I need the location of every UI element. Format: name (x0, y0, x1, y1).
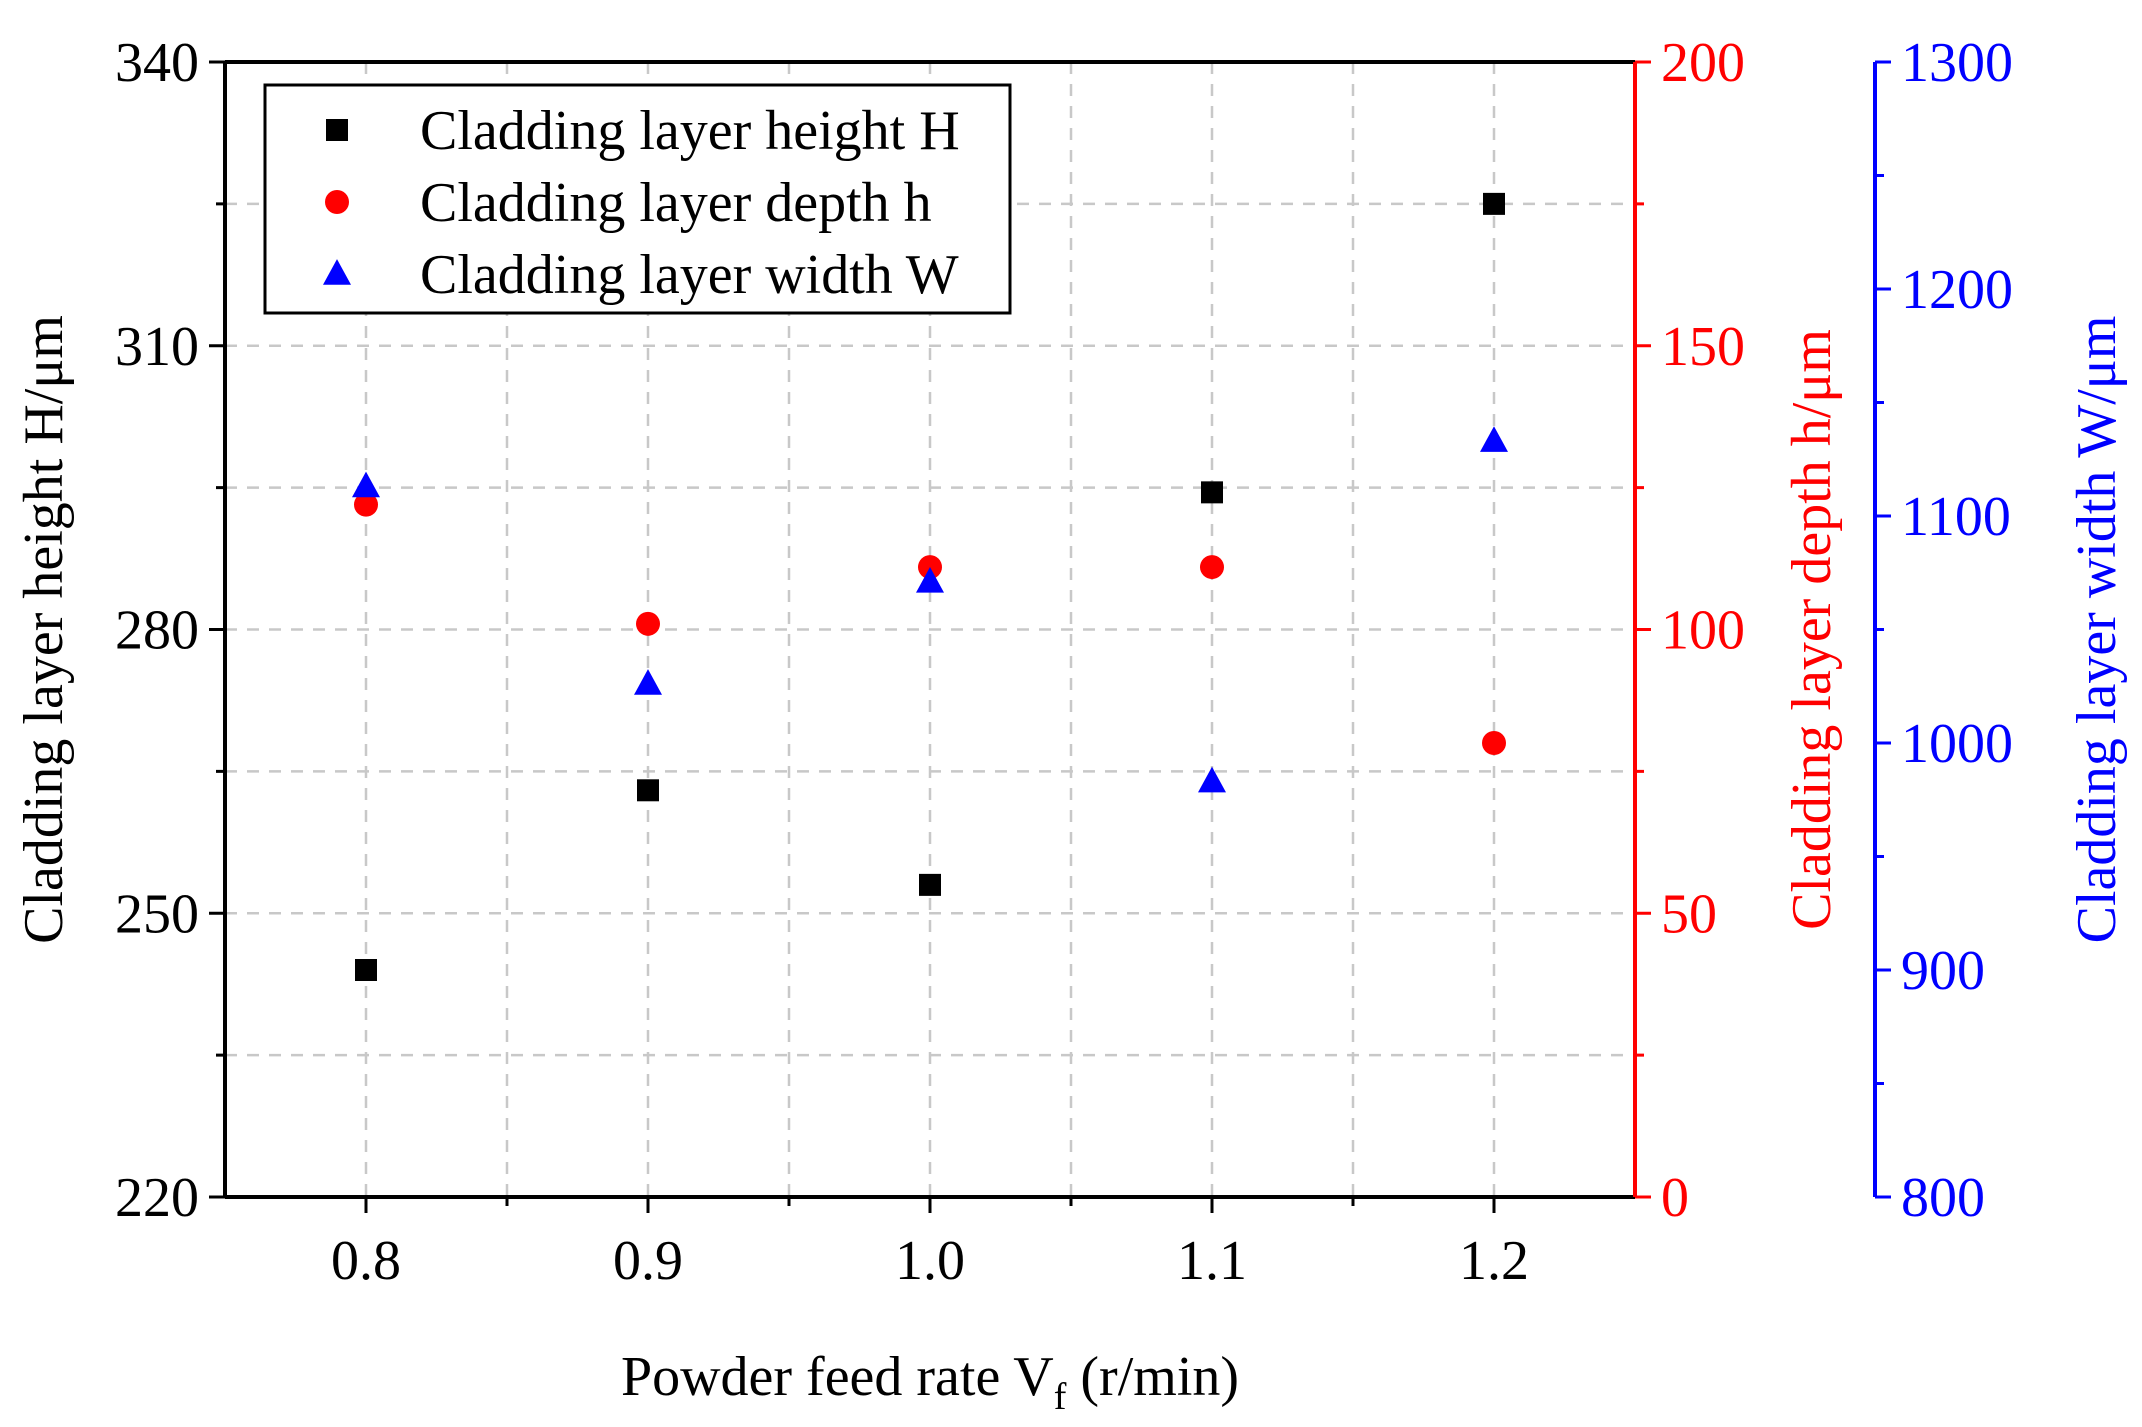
left-tick-label: 220 (115, 1167, 199, 1229)
data-point-triangle (352, 471, 380, 498)
data-point-triangle (916, 566, 944, 593)
right1-tick-label: 0 (1661, 1167, 1689, 1229)
data-point-square (919, 873, 941, 896)
left-tick-label: 280 (115, 600, 199, 662)
x-axis-label-subscript: f (1054, 1376, 1067, 1418)
legend-marker-square (326, 119, 348, 141)
left-tick-label: 340 (115, 32, 199, 94)
legend-marker-triangle (323, 259, 351, 285)
right2-tick-label: 1000 (1901, 713, 2013, 775)
legend: Cladding layer height H Cladding layer de… (263, 83, 1012, 315)
data-point-circle (354, 492, 378, 517)
right1-tick-label: 100 (1661, 600, 1745, 662)
x-axis-label: Powder feed rate Vf (r/min) (621, 1346, 1239, 1418)
right-depth-axis-title: Cladding layer depth h/μm (1781, 329, 1843, 930)
data-point-square (1483, 192, 1505, 215)
marks-layer (352, 192, 1508, 981)
legend-box (263, 83, 1012, 315)
data-point-square (355, 959, 377, 981)
right2-tick-label: 800 (1901, 1167, 1985, 1229)
x-tick-label: 0.9 (613, 1230, 683, 1292)
right2-tick-label: 1300 (1901, 32, 2013, 94)
data-point-circle (1482, 731, 1506, 755)
x-axis-label-main: Powder feed rate V (621, 1346, 1054, 1408)
right2-tick-label: 1200 (1901, 259, 2013, 321)
left-tick-label: 250 (115, 883, 199, 945)
right2-tick-label: 1100 (1901, 486, 2011, 548)
legend-label: Cladding layer depth h (420, 172, 932, 234)
data-point-circle (1200, 555, 1224, 580)
data-point-square (1201, 481, 1223, 504)
legend-label: Cladding layer width W (420, 244, 959, 306)
axes-layer: 0.8 0.9 1.0 1.1 1.2 Powder feed rate Vf (r/mi… (13, 32, 2128, 1418)
x-axis-label-unit: (r/min) (1066, 1346, 1239, 1408)
x-tick-label: 0.8 (331, 1230, 401, 1292)
data-point-circle (636, 611, 660, 636)
legend-label: Cladding layer height H (420, 100, 960, 162)
x-tick-label: 1.0 (895, 1230, 965, 1292)
data-point-triangle (634, 669, 662, 695)
right1-tick-label: 150 (1661, 316, 1745, 378)
left-tick-label: 310 (115, 316, 199, 378)
right2-tick-label: 900 (1901, 940, 1985, 1002)
x-tick-label: 1.2 (1459, 1230, 1529, 1292)
legend-marker-circle (325, 190, 349, 214)
x-tick-label: 1.1 (1177, 1230, 1247, 1292)
left-axis-title: Cladding layer height H/μm (13, 315, 75, 944)
data-point-triangle (1198, 766, 1226, 793)
right1-tick-label: 50 (1661, 883, 1717, 945)
data-point-triangle (1480, 426, 1508, 452)
right1-tick-label: 200 (1661, 32, 1745, 94)
right-width-axis-title: Cladding layer width W/μm (2066, 316, 2128, 944)
data-point-square (637, 779, 659, 802)
